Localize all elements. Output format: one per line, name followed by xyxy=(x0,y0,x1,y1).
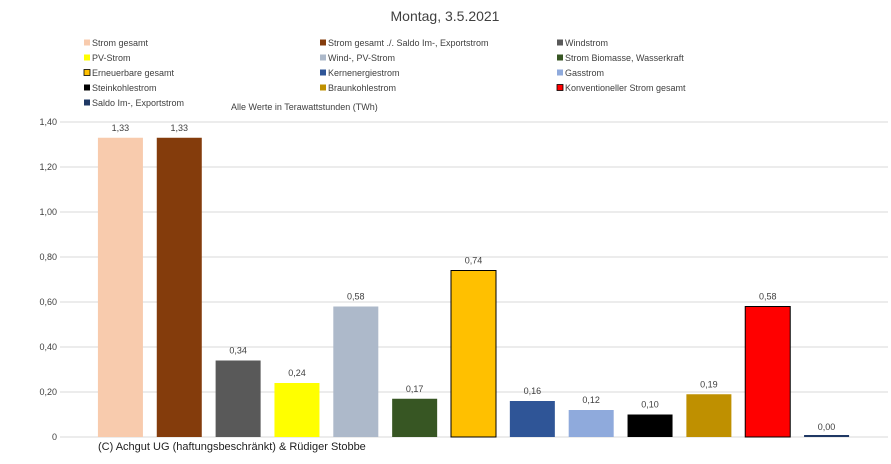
y-tick-label: 0 xyxy=(52,432,57,442)
data-label: 0,00 xyxy=(818,422,836,432)
bar xyxy=(274,383,320,437)
data-label: 1,33 xyxy=(112,123,130,133)
bar xyxy=(804,435,850,437)
legend-swatch xyxy=(84,84,90,91)
legend-label: Windstrom xyxy=(565,38,608,48)
bar xyxy=(568,410,614,437)
legend-label: Konventioneller Strom gesamt xyxy=(565,83,686,93)
data-label: 0,24 xyxy=(288,368,306,378)
y-tick-label: 0,40 xyxy=(39,342,57,352)
bar xyxy=(215,360,261,437)
bar xyxy=(450,270,497,438)
bar xyxy=(156,137,202,437)
legend-swatch xyxy=(320,39,326,46)
legend-label: Strom gesamt xyxy=(92,38,149,48)
y-tick-label: 1,40 xyxy=(39,117,57,127)
data-label: 0,10 xyxy=(641,400,659,410)
data-label: 0,17 xyxy=(406,384,424,394)
legend-label: PV-Strom xyxy=(92,53,131,63)
legend-label: Wind-, PV-Strom xyxy=(328,53,395,63)
legend-swatch xyxy=(84,39,90,46)
legend-label: Strom Biomasse, Wasserkraft xyxy=(565,53,684,63)
legend-swatch xyxy=(557,54,563,61)
legend-label: Strom gesamt ./. Saldo Im-, Exportstrom xyxy=(328,38,489,48)
bar xyxy=(686,394,732,437)
bar xyxy=(627,414,673,437)
y-tick-label: 1,20 xyxy=(39,162,57,172)
legend-swatch xyxy=(84,54,90,61)
bars xyxy=(97,137,850,438)
y-axis: 0 0,20 0,40 0,60 0,80 1,00 1,20 1,40 xyxy=(39,117,57,442)
y-tick-label: 1,00 xyxy=(39,207,57,217)
legend-swatch xyxy=(320,54,326,61)
legend-label: Gasstrom xyxy=(565,68,604,78)
data-label: 1,33 xyxy=(171,123,189,133)
data-label: 0,74 xyxy=(465,256,483,266)
y-tick-label: 0,80 xyxy=(39,252,57,262)
bar xyxy=(333,306,379,437)
copyright-credit: (C) Achgut UG (haftungsbeschränkt) & Rüd… xyxy=(98,441,366,453)
legend-label: Kernenergiestrom xyxy=(328,68,400,78)
chart-subtitle: Alle Werte in Terawattstunden (TWh) xyxy=(231,102,378,112)
bar xyxy=(97,137,143,437)
legend-label: Erneuerbare gesamt xyxy=(92,68,175,78)
data-label: 0,19 xyxy=(700,379,718,389)
legend-label: Braunkohlestrom xyxy=(328,83,396,93)
legend-label: Saldo Im-, Exportstrom xyxy=(92,98,184,108)
data-label: 0,16 xyxy=(524,386,542,396)
legend-swatch xyxy=(557,69,563,76)
chart-title: Montag, 3.5.2021 xyxy=(391,8,500,24)
bar xyxy=(744,306,791,438)
legend-label: Steinkohlestrom xyxy=(92,83,157,93)
bar xyxy=(509,401,555,437)
data-label: 0,58 xyxy=(759,292,777,302)
bar xyxy=(392,398,438,437)
data-label: 0,12 xyxy=(582,395,600,405)
legend-swatch xyxy=(320,69,326,76)
data-label: 0,58 xyxy=(347,292,365,302)
legend: Strom gesamt Strom gesamt ./. Saldo Im-, … xyxy=(83,38,686,108)
y-tick-label: 0,60 xyxy=(39,297,57,307)
data-label: 0,34 xyxy=(229,346,247,356)
y-tick-label: 0,20 xyxy=(39,387,57,397)
legend-swatch xyxy=(557,39,563,46)
legend-swatch xyxy=(83,69,91,76)
data-labels: 1,33 1,33 0,34 0,24 0,58 0,17 0,74 0,16 0,12 0,10… xyxy=(112,123,836,432)
legend-swatch xyxy=(556,84,564,91)
legend-swatch xyxy=(320,84,326,91)
legend-swatch xyxy=(84,99,90,106)
